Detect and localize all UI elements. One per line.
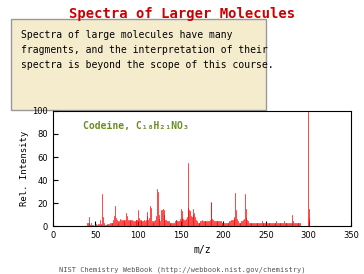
X-axis label: m/z: m/z (193, 246, 211, 255)
Y-axis label: Rel. Intensity: Rel. Intensity (20, 131, 29, 206)
Text: Codeine, C₁₈H₂₁NO₃: Codeine, C₁₈H₂₁NO₃ (83, 121, 189, 131)
Text: NIST Chemistry WebBook (http://webbook.nist.gov/chemistry): NIST Chemistry WebBook (http://webbook.n… (59, 266, 305, 273)
Text: Spectra of Larger Molecules: Spectra of Larger Molecules (69, 7, 295, 21)
Text: Spectra of large molecules have many
fragments, and the interpretation of their
: Spectra of large molecules have many fra… (21, 30, 274, 70)
FancyBboxPatch shape (11, 19, 266, 110)
